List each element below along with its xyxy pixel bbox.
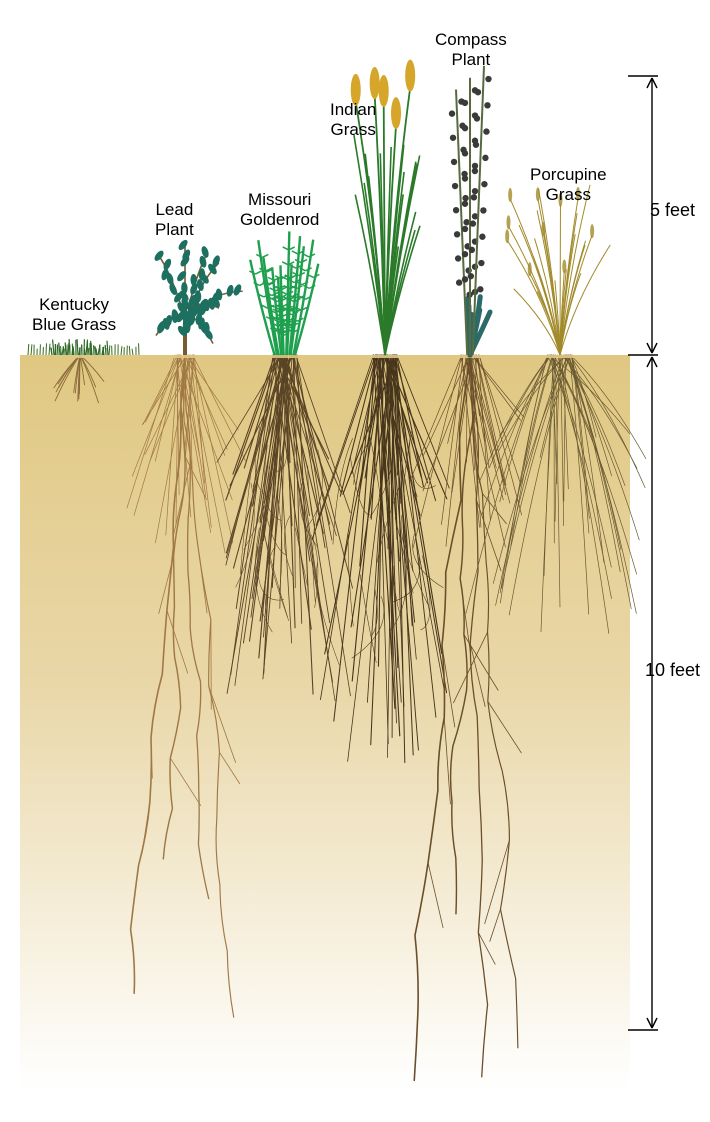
label-indian: Indian Grass bbox=[330, 100, 376, 139]
scale-below-label: 10 feet bbox=[645, 660, 700, 681]
label-porcupine: Porcupine Grass bbox=[530, 165, 607, 204]
label-goldenrod: Missouri Goldenrod bbox=[240, 190, 319, 229]
label-lead: Lead Plant bbox=[155, 200, 194, 239]
label-compass: Compass Plant bbox=[435, 30, 507, 69]
label-kentucky: Kentucky Blue Grass bbox=[32, 295, 116, 334]
scale-above-label: 5 feet bbox=[650, 200, 695, 221]
